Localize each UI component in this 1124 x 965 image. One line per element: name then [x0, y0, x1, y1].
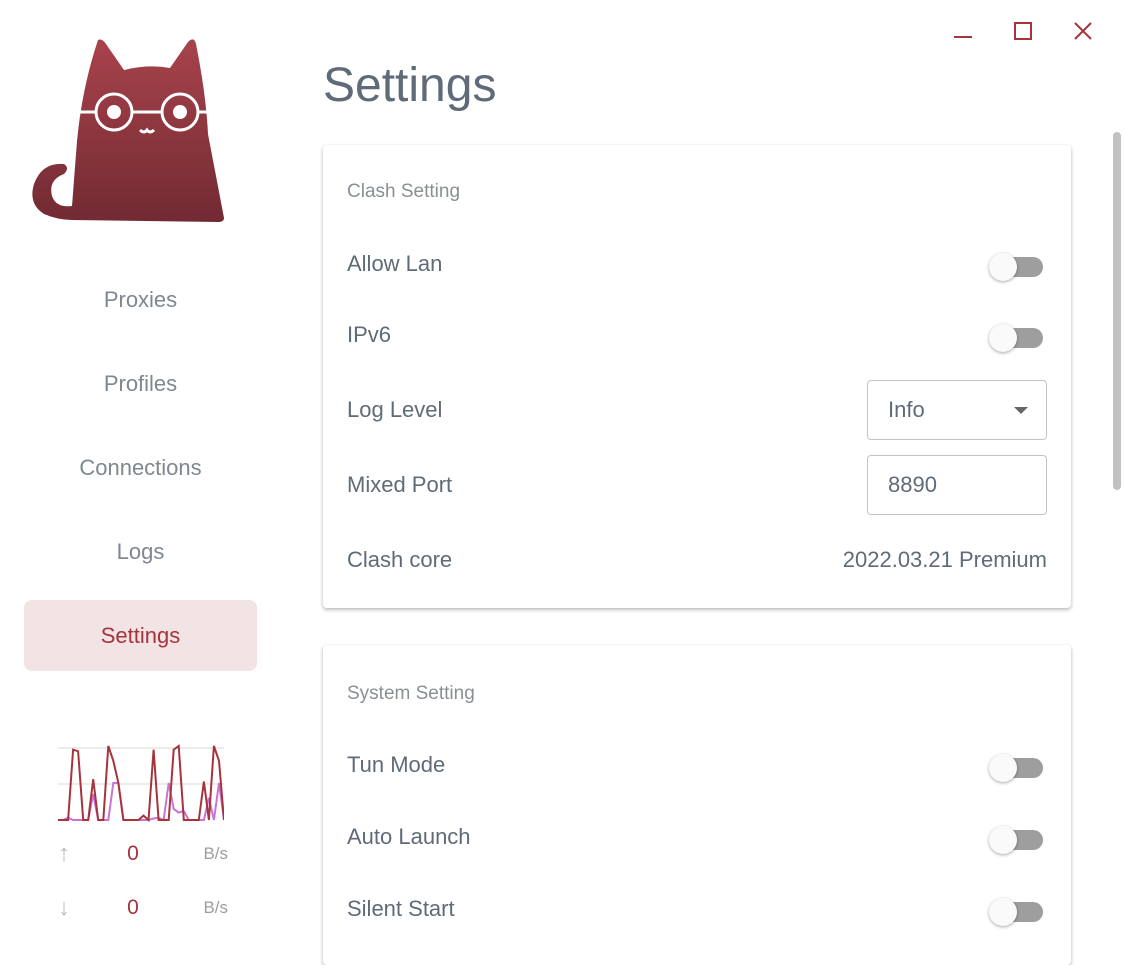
auto-launch-toggle[interactable] — [989, 822, 1047, 854]
row-label: IPv6 — [347, 322, 392, 347]
sidebar-item-label: Profiles — [103, 370, 178, 396]
upload-series-line — [58, 744, 224, 823]
silent-start-toggle[interactable] — [989, 894, 1047, 926]
maximize-icon — [1014, 22, 1032, 40]
upload-traffic: ↑ 0 B/s — [58, 839, 228, 869]
sidebar-item-label: Settings — [100, 622, 181, 648]
download-unit: B/s — [203, 898, 228, 917]
arrow-down-icon: ↓ — [58, 894, 70, 921]
scrollbar[interactable] — [1113, 132, 1121, 490]
row-label: Tun Mode — [347, 752, 446, 777]
sidebar-item-label: Logs — [116, 538, 165, 564]
sidebar-item-label: Connections — [79, 454, 202, 480]
clash-core-row: Clash core 2022.03.21 Premium — [347, 530, 1047, 590]
mixed-port-input[interactable]: 8890 — [867, 455, 1047, 515]
caret-down-icon — [1014, 407, 1028, 414]
download-traffic: ↓ 0 B/s — [58, 893, 228, 923]
sidebar-item-label: Proxies — [103, 286, 178, 312]
sidebar-item-proxies[interactable]: Proxies — [24, 264, 257, 335]
clash-core-version: 2022.03.21 Premium — [842, 547, 1047, 572]
card-title: System Setting — [347, 683, 475, 704]
page-title: Settings — [323, 59, 497, 112]
select-value: Info — [888, 397, 925, 422]
card-title: Clash Setting — [347, 181, 461, 202]
upload-unit: B/s — [203, 844, 228, 863]
allow-lan-toggle[interactable] — [989, 249, 1047, 281]
clash-setting-card: Clash Setting Allow Lan IPv6 Log Level I… — [323, 145, 1071, 608]
minimize-button[interactable] — [946, 14, 980, 48]
silent-start-row: Silent Start — [347, 879, 1047, 939]
tun-mode-row: Tun Mode — [347, 735, 1047, 795]
upload-value: 0 — [127, 842, 139, 865]
row-label: Auto Launch — [347, 824, 471, 849]
row-label: Silent Start — [347, 896, 455, 921]
log-level-select[interactable]: Info — [867, 380, 1047, 440]
row-label: Log Level — [347, 397, 443, 422]
row-label: Clash core — [347, 547, 453, 572]
traffic-graph — [58, 744, 224, 823]
tun-mode-toggle[interactable] — [989, 750, 1047, 782]
mixed-port-row: Mixed Port 8890 — [347, 455, 1047, 515]
maximize-button[interactable] — [1006, 14, 1040, 48]
arrow-up-icon: ↑ — [58, 840, 70, 867]
system-setting-card: System Setting Tun Mode Auto Launch Sile… — [323, 645, 1071, 965]
sidebar-item-profiles[interactable]: Profiles — [24, 348, 257, 419]
download-value: 0 — [127, 896, 139, 919]
row-label: Mixed Port — [347, 472, 453, 497]
cat-logo-icon — [32, 39, 224, 222]
log-level-row: Log Level Info — [347, 380, 1047, 440]
close-button[interactable] — [1066, 14, 1100, 48]
sidebar-item-connections[interactable]: Connections — [24, 432, 257, 503]
ipv6-toggle[interactable] — [989, 320, 1047, 352]
row-label: Allow Lan — [347, 251, 443, 276]
sidebar-item-settings[interactable]: Settings — [24, 600, 257, 671]
minimize-icon — [954, 36, 972, 38]
auto-launch-row: Auto Launch — [347, 807, 1047, 867]
allow-lan-row: Allow Lan — [347, 234, 1047, 294]
ipv6-row: IPv6 — [347, 305, 1047, 365]
close-icon — [1074, 22, 1092, 40]
sidebar: Proxies Profiles Connections Logs Settin… — [0, 0, 280, 937]
sidebar-item-logs[interactable]: Logs — [24, 516, 257, 587]
